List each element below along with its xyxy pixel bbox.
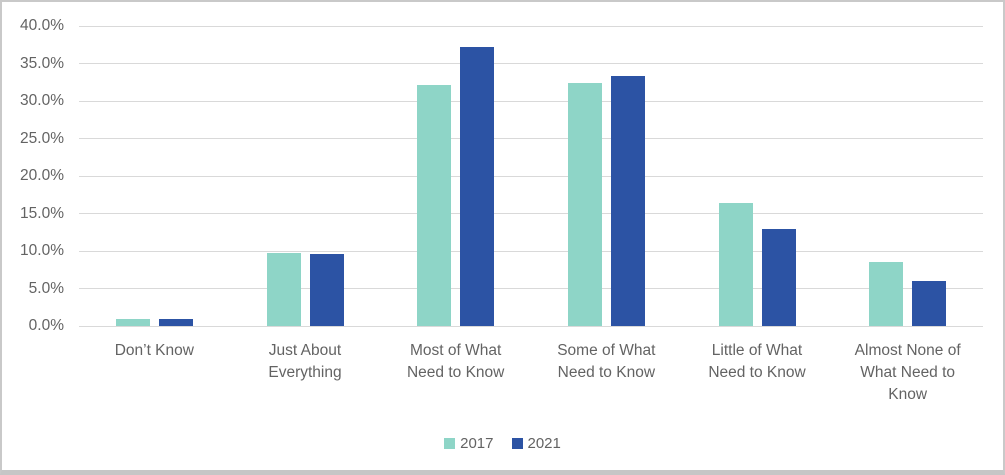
legend-swatch-2017 — [444, 438, 456, 449]
gridline — [79, 175, 983, 177]
y-axis-tick-label: 40.0% — [20, 17, 64, 34]
x-axis-category-label: Just About Everything — [268, 342, 342, 381]
bar-2017 — [718, 203, 753, 326]
gridline — [79, 250, 983, 252]
legend-label: 2017 — [460, 435, 494, 452]
bar-2021 — [158, 319, 193, 326]
gridline — [79, 100, 983, 102]
y-axis-tick-label: 25.0% — [20, 129, 64, 147]
x-axis-category-label: Little of What Need to Know — [708, 342, 806, 381]
bar-2017 — [417, 85, 452, 326]
bar-2017 — [115, 319, 150, 326]
bar-2021 — [309, 254, 344, 326]
y-axis-tick-label: 0.0% — [28, 317, 64, 334]
legend: 2017 2021 — [2, 435, 1003, 452]
bar-2017 — [266, 253, 301, 326]
y-axis-tick-label: 15.0% — [20, 204, 64, 222]
y-axis-tick-label: 20.0% — [20, 167, 64, 184]
bar-2017 — [567, 83, 602, 326]
gridline — [79, 63, 983, 64]
gridline — [79, 25, 983, 27]
gridline — [79, 138, 983, 139]
y-axis-tick-label: 30.0% — [20, 92, 64, 109]
y-axis-tick-label: 10.0% — [20, 242, 64, 259]
legend-item-2021: 2021 — [511, 435, 561, 452]
bar-2021 — [761, 229, 796, 326]
legend-label: 2021 — [527, 435, 561, 452]
bar-2021 — [912, 281, 947, 326]
x-axis-category-label: Almost None of What Need to Know — [854, 342, 961, 403]
legend-swatch-2021 — [511, 438, 523, 449]
x-axis-category-label: Don’t Know — [114, 342, 194, 359]
gridline — [79, 288, 983, 289]
gridline — [79, 213, 983, 214]
y-axis-tick-label: 35.0% — [20, 54, 64, 72]
gridline — [79, 325, 983, 327]
bar-2021 — [460, 47, 495, 326]
y-axis-tick-label: 5.0% — [28, 279, 64, 297]
legend-item-2017: 2017 — [444, 435, 494, 452]
x-axis-category-label: Some of What Need to Know — [557, 342, 656, 381]
bar-2021 — [610, 75, 645, 326]
bar-2017 — [869, 262, 904, 326]
x-axis-category-label: Most of What Need to Know — [406, 342, 505, 381]
